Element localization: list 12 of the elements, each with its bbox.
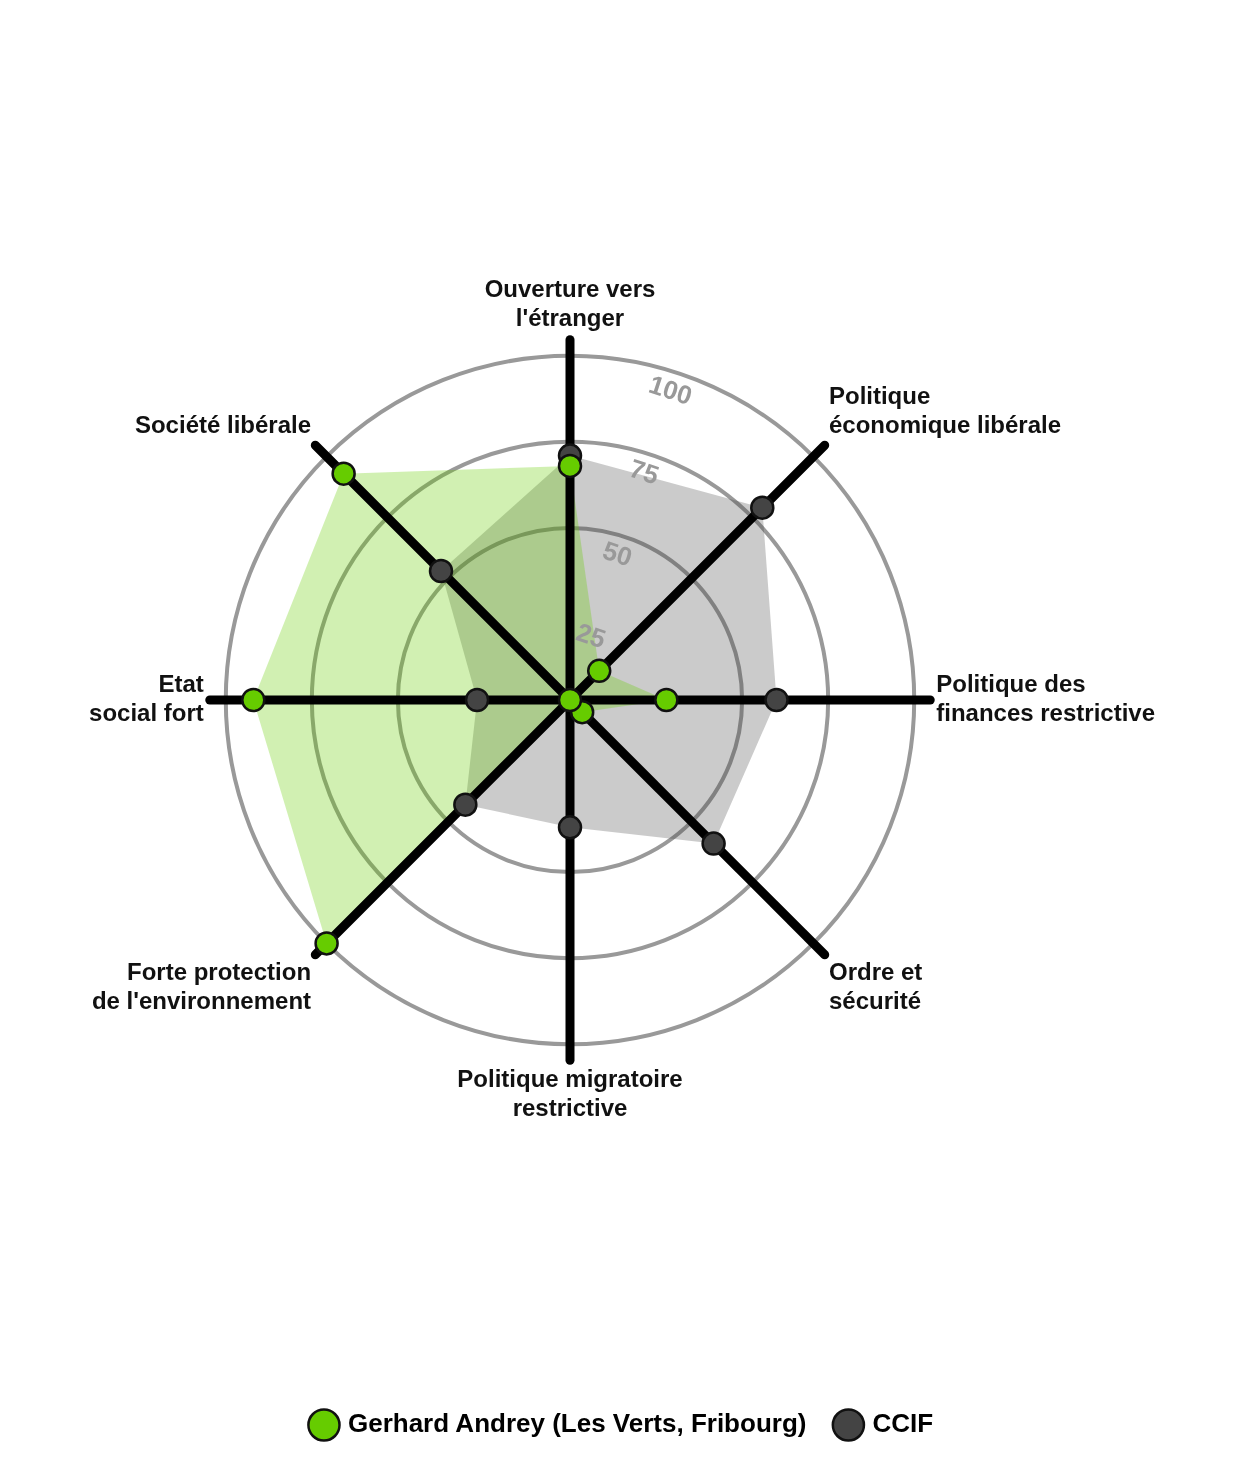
spoke-label: Ordre et sécurité: [828, 957, 923, 1014]
y-tick-label: 100: [645, 368, 697, 411]
spoke-label: Politique économique libérale: [828, 382, 1062, 439]
spoke-label: Forte protection de l'environnement: [91, 957, 312, 1014]
legend-label: CCIF: [872, 1408, 934, 1439]
legend-label: Gerhard Andrey (Les Verts, Fribourg): [347, 1408, 807, 1439]
spoke-label: Ouverture vers l'étranger: [484, 275, 656, 331]
y-tick-label: 75: [625, 453, 663, 491]
spoke-label: Politique des finances restrictive: [936, 670, 1155, 727]
spoke-label: Politique migratoire restrictive: [457, 1065, 683, 1122]
spoke-label: Société libérale: [134, 411, 312, 439]
spoke-label: Etat social fort: [89, 670, 204, 727]
